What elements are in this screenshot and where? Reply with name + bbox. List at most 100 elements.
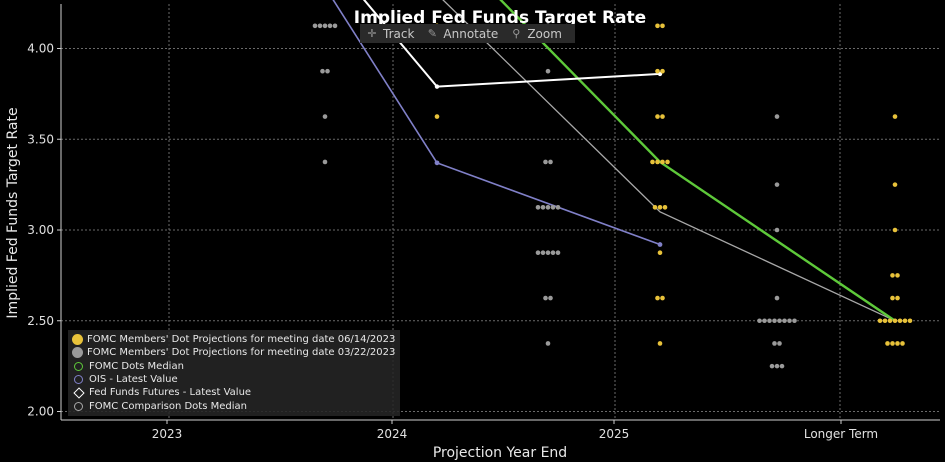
y-tick-label: 4.00 xyxy=(27,42,54,56)
dots-median-line xyxy=(499,0,896,322)
dot-march xyxy=(540,250,546,255)
legend-label: FOMC Dots Median xyxy=(89,360,184,372)
x-axis-label: Projection Year End xyxy=(433,445,567,461)
ring-marker-icon xyxy=(74,401,83,411)
pencil-icon: ✎ xyxy=(427,27,438,40)
ois-line xyxy=(332,0,661,246)
track-button[interactable]: ✛ Track xyxy=(360,27,420,41)
y-tick-label: 3.50 xyxy=(27,132,54,146)
y-tick-label: 3.00 xyxy=(27,223,54,237)
dot-march xyxy=(543,159,548,165)
dot-june xyxy=(655,23,660,29)
y-tick-label: 2.50 xyxy=(27,314,54,328)
legend-label: FOMC Members' Dot Projections for meetin… xyxy=(87,347,396,359)
dot-march xyxy=(779,363,785,369)
dot-march xyxy=(777,318,782,324)
dot-march xyxy=(543,295,548,301)
annotate-button[interactable]: ✎ Annotate xyxy=(420,27,504,41)
dot-march xyxy=(772,341,777,346)
dot-march xyxy=(322,159,328,165)
chart-title: Implied Fed Funds Target Rate xyxy=(354,8,646,28)
dot-june xyxy=(655,114,660,119)
dot-june xyxy=(892,318,898,324)
dot-march xyxy=(540,205,546,210)
dot-march xyxy=(535,250,541,255)
chart-legend: FOMC Members' Dot Projections for meetin… xyxy=(68,330,400,416)
dot-june xyxy=(662,205,668,210)
dot-march xyxy=(774,227,780,233)
futures-point xyxy=(434,84,440,89)
dot-march xyxy=(792,318,797,324)
legend-item: Fed Funds Futures - Latest Value xyxy=(68,386,400,399)
dot-june xyxy=(882,318,888,324)
y-axis-label: Implied Fed Funds Target Rate xyxy=(5,107,21,318)
dot-june xyxy=(902,318,908,324)
legend-label: FOMC Comparison Dots Median xyxy=(89,400,247,412)
comparison-median-layer xyxy=(442,0,896,322)
dot-march xyxy=(774,114,780,119)
dot-june xyxy=(655,68,660,74)
dot-march xyxy=(545,68,551,74)
dot-march xyxy=(772,318,777,324)
x-tick-label: 2024 xyxy=(377,427,408,441)
legend-item: OIS - Latest Value xyxy=(68,373,400,386)
dot-june xyxy=(660,295,665,301)
axes: 2.002.503.003.504.004.505.005.506.002023… xyxy=(27,4,940,441)
dot-june xyxy=(665,159,670,165)
ois-layer xyxy=(332,0,663,247)
dot-june xyxy=(660,159,665,165)
dots-layer xyxy=(312,23,913,369)
dot-june xyxy=(890,273,895,278)
magnifier-icon: ⚲ xyxy=(512,27,521,40)
ois-point xyxy=(434,160,440,166)
ois-point xyxy=(657,242,663,247)
y-tick-label: 2.00 xyxy=(27,405,54,419)
dot-june xyxy=(657,205,663,210)
zoom-label: Zoom xyxy=(527,26,562,41)
dot-june xyxy=(650,159,655,165)
dot-march xyxy=(320,68,325,74)
dot-june xyxy=(895,295,900,301)
dot-march xyxy=(322,114,328,119)
dot-march xyxy=(325,68,330,74)
dot-march xyxy=(767,318,772,324)
dot-march xyxy=(327,23,333,29)
dot-march xyxy=(322,23,328,29)
dot-june xyxy=(660,23,665,29)
dot-june xyxy=(892,182,898,187)
dot-march xyxy=(777,341,782,346)
dot-march xyxy=(317,23,323,29)
dot-march xyxy=(774,363,780,369)
dot-june xyxy=(897,318,903,324)
x-tick-label: 2023 xyxy=(152,427,183,441)
x-tick-label: 2025 xyxy=(599,427,630,441)
dot-june xyxy=(655,159,660,165)
track-label: Track xyxy=(383,26,415,41)
median-layer xyxy=(499,0,896,322)
legend-item: FOMC Comparison Dots Median xyxy=(68,399,400,412)
diamond-marker-icon xyxy=(73,387,85,399)
dot-march xyxy=(555,250,561,255)
zoom-button[interactable]: ⚲ Zoom xyxy=(504,27,568,41)
dot-march xyxy=(332,23,338,29)
dot-march xyxy=(550,205,556,210)
legend-label: FOMC Members' Dot Projections for meetin… xyxy=(87,334,396,346)
dot-june xyxy=(892,227,898,233)
legend-label: Fed Funds Futures - Latest Value xyxy=(89,387,252,399)
dot-march xyxy=(545,250,551,255)
chart-toolbar: ✛ Track ✎ Annotate ⚲ Zoom xyxy=(360,24,575,43)
ring-marker-icon xyxy=(74,361,83,371)
dot-march xyxy=(757,318,762,324)
dot-june xyxy=(895,341,900,346)
dot-june xyxy=(657,341,663,346)
dot-june xyxy=(885,341,890,346)
dot-march xyxy=(787,318,792,324)
dot-june xyxy=(657,250,663,255)
dot-june xyxy=(877,318,883,324)
comparison-median-line xyxy=(442,0,896,322)
legend-item: FOMC Members' Dot Projections for meetin… xyxy=(68,346,400,359)
dot-june xyxy=(660,68,665,74)
crosshair-icon: ✛ xyxy=(367,27,377,40)
dot-march xyxy=(774,182,780,187)
